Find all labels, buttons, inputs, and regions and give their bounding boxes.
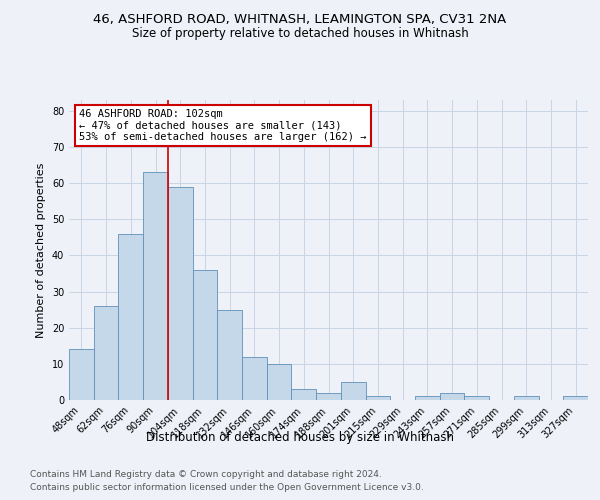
Bar: [415, 396, 440, 400]
Bar: [464, 396, 489, 400]
Bar: [267, 364, 292, 400]
Bar: [341, 382, 365, 400]
Bar: [143, 172, 168, 400]
Bar: [217, 310, 242, 400]
Bar: [242, 356, 267, 400]
Y-axis label: Number of detached properties: Number of detached properties: [36, 162, 46, 338]
Bar: [440, 393, 464, 400]
Bar: [563, 396, 588, 400]
Bar: [365, 396, 390, 400]
Bar: [193, 270, 217, 400]
Text: Contains HM Land Registry data © Crown copyright and database right 2024.: Contains HM Land Registry data © Crown c…: [30, 470, 382, 479]
Text: 46 ASHFORD ROAD: 102sqm
← 47% of detached houses are smaller (143)
53% of semi-d: 46 ASHFORD ROAD: 102sqm ← 47% of detache…: [79, 109, 367, 142]
Bar: [94, 306, 118, 400]
Text: Distribution of detached houses by size in Whitnash: Distribution of detached houses by size …: [146, 431, 454, 444]
Bar: [514, 396, 539, 400]
Text: Size of property relative to detached houses in Whitnash: Size of property relative to detached ho…: [131, 28, 469, 40]
Bar: [118, 234, 143, 400]
Bar: [69, 350, 94, 400]
Bar: [316, 393, 341, 400]
Bar: [292, 389, 316, 400]
Bar: [168, 186, 193, 400]
Text: 46, ASHFORD ROAD, WHITNASH, LEAMINGTON SPA, CV31 2NA: 46, ASHFORD ROAD, WHITNASH, LEAMINGTON S…: [94, 12, 506, 26]
Text: Contains public sector information licensed under the Open Government Licence v3: Contains public sector information licen…: [30, 484, 424, 492]
